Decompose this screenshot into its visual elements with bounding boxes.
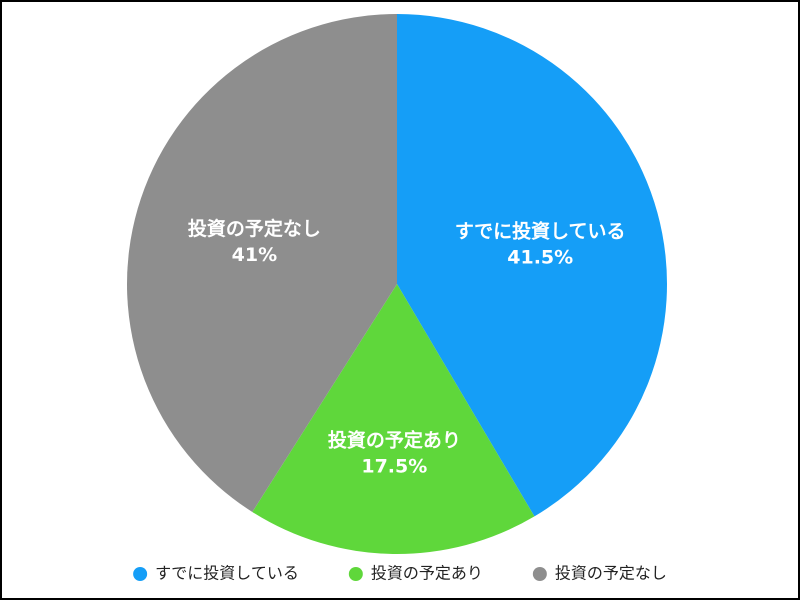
slice-category-label: すでに投資している [455,219,626,242]
legend-marker [348,567,363,581]
pie-slice [252,284,535,554]
legend-marker [532,567,547,581]
legend-label: すでに投資している [155,564,299,583]
legend-label: 投資の予定なし [555,564,667,583]
slice-category-label: 投資の予定なし [188,217,321,240]
slice-value-label: 17.5% [361,456,427,478]
slice-category-label: 投資の予定あり [328,429,461,452]
legend-label: 投資の予定あり [371,564,483,583]
slice-value-label: 41% [232,244,277,266]
slice-value-label: 41.5% [507,246,573,268]
pie-slice [127,14,397,512]
pie-slice [397,14,667,517]
legend-marker [133,567,148,581]
